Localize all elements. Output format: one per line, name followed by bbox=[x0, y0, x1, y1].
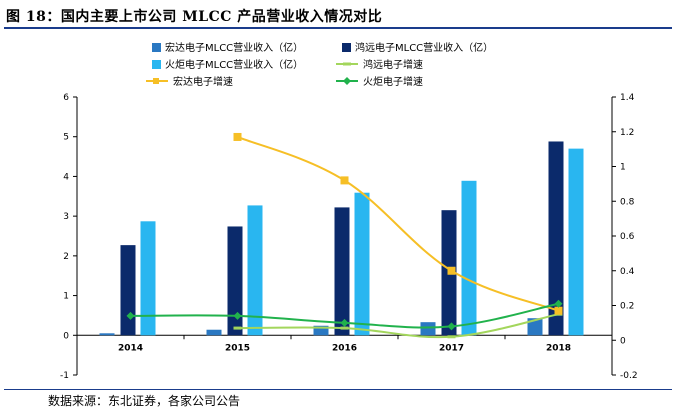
line-hongyuan-growth bbox=[237, 313, 559, 339]
legend-label: 鸿远电子增速 bbox=[363, 58, 423, 71]
legend-marker-dash bbox=[343, 62, 351, 66]
marker-square bbox=[447, 266, 456, 275]
x-tick-label: 2015 bbox=[225, 343, 250, 353]
chart-title: 图 18：国内主要上市公司 MLCC 产品营业收入情况对比 bbox=[6, 9, 383, 25]
bar-hongda-rev bbox=[206, 329, 222, 336]
legend-swatch bbox=[342, 43, 351, 52]
line-hongda-growth bbox=[237, 136, 559, 312]
legend-swatch bbox=[152, 60, 161, 69]
source-note: 数据来源：东北证券，各家公司公告 bbox=[48, 394, 241, 408]
legend-label: 宏达电子增速 bbox=[173, 75, 233, 88]
y-left-tick-label: 3 bbox=[63, 212, 69, 222]
legend-marker-square bbox=[153, 78, 159, 84]
marker-diamond bbox=[126, 311, 135, 320]
x-tick-label: 2018 bbox=[546, 343, 571, 353]
bar-hongda-rev bbox=[527, 318, 543, 336]
bar-hongyuan-rev bbox=[548, 141, 564, 336]
y-right-tick-label: 1.2 bbox=[620, 128, 634, 138]
title-rule bbox=[4, 27, 672, 29]
y-left-tick-label: 6 bbox=[63, 93, 69, 103]
y-right-tick-label: 0.8 bbox=[620, 197, 635, 207]
y-left-tick-label: 0 bbox=[63, 331, 69, 341]
bar-huoju-rev bbox=[354, 192, 370, 336]
bar-hongda-rev bbox=[313, 325, 329, 336]
bar-hongyuan-rev bbox=[227, 226, 243, 336]
x-tick-label: 2017 bbox=[439, 343, 464, 353]
y-left-tick-label: 2 bbox=[63, 252, 69, 262]
bottom-rule bbox=[4, 389, 672, 390]
marker-dash bbox=[340, 326, 349, 330]
marker-diamond bbox=[233, 311, 242, 320]
marker-square bbox=[340, 176, 349, 185]
bar-huoju-rev bbox=[461, 180, 477, 336]
bar-hongda-rev bbox=[99, 333, 115, 336]
y-right-tick-label: 0 bbox=[620, 336, 626, 346]
legend-label: 火炬电子MLCC营业收入（亿） bbox=[165, 58, 303, 71]
y-right-tick-label: 1.4 bbox=[620, 93, 635, 103]
bar-huoju-rev bbox=[140, 221, 156, 336]
bar-hongyuan-rev bbox=[334, 207, 350, 336]
legend-label: 宏达电子MLCC营业收入（亿） bbox=[165, 41, 303, 54]
y-right-tick-label: 1 bbox=[620, 163, 626, 173]
marker-dash bbox=[447, 335, 456, 339]
y-left-tick-label: -1 bbox=[60, 371, 69, 381]
marker-square bbox=[233, 132, 242, 141]
y-right-tick-label: 0.4 bbox=[620, 267, 635, 277]
marker-diamond bbox=[447, 322, 456, 331]
marker-dash bbox=[233, 326, 242, 330]
y-right-tick-label: 0.6 bbox=[620, 232, 635, 242]
marker-square bbox=[554, 306, 563, 315]
legend-label: 鸿远电子MLCC营业收入（亿） bbox=[355, 41, 493, 54]
legend-label: 火炬电子增速 bbox=[363, 75, 423, 88]
marker-diamond bbox=[554, 299, 563, 308]
y-left-tick-label: 5 bbox=[63, 133, 69, 143]
bar-huoju-rev bbox=[247, 205, 263, 336]
marker-diamond bbox=[340, 318, 349, 327]
legend-swatch bbox=[152, 43, 161, 52]
bar-huoju-rev bbox=[568, 148, 584, 336]
x-tick-label: 2014 bbox=[118, 343, 143, 353]
y-right-tick-label: -0.2 bbox=[620, 371, 638, 381]
legend-marker-diamond bbox=[343, 77, 351, 85]
bar-hongyuan-rev bbox=[120, 245, 136, 336]
y-right-tick-label: 0.2 bbox=[620, 302, 634, 312]
y-left-tick-label: 4 bbox=[63, 172, 69, 182]
y-left-tick-label: 1 bbox=[63, 292, 69, 302]
x-tick-label: 2016 bbox=[332, 343, 357, 353]
bar-hongda-rev bbox=[420, 322, 436, 336]
